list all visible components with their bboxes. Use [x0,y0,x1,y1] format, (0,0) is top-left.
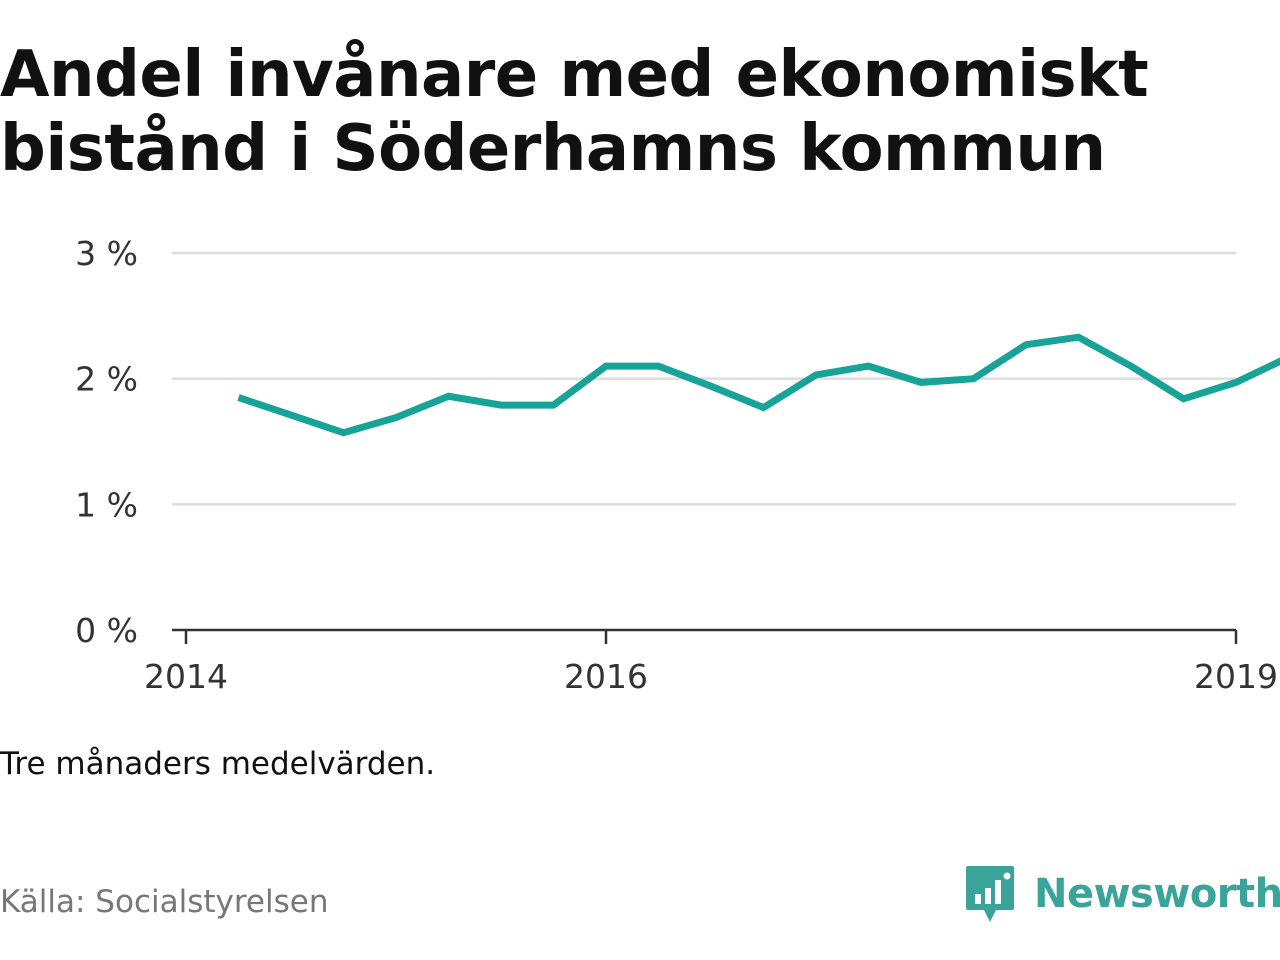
chart-title: Andel invånare med ekonomiskt bistånd i … [0,38,1149,186]
brand-logo: Newsworthy [964,864,1280,924]
brand-name: Newsworthy [1034,871,1280,917]
x-tick-label: 2016 [564,657,648,696]
series [237,333,1280,437]
grid-lines [172,251,1236,506]
newsworthy-logo-icon [966,866,1014,922]
y-tick-label: 2 % [75,360,138,399]
chart-note: Tre månaders medelvärden. [0,746,436,782]
x-tick-label: 2019 [1194,657,1278,696]
line-chart: 0 %1 %2 %3 % 20142016201920212023 [75,234,1280,696]
source-label: Källa: Socialstyrelsen [0,884,329,920]
x-axis: 20142016201920212023 [144,628,1278,696]
x-tick-label: 2014 [144,657,228,696]
y-axis: 0 % 1 % 2 % 3 % [75,234,138,650]
y-tick-label: 0 % [75,611,138,650]
series-line [237,333,1280,437]
y-tick-label: 3 % [75,234,138,273]
y-tick-label: 1 % [75,485,138,524]
